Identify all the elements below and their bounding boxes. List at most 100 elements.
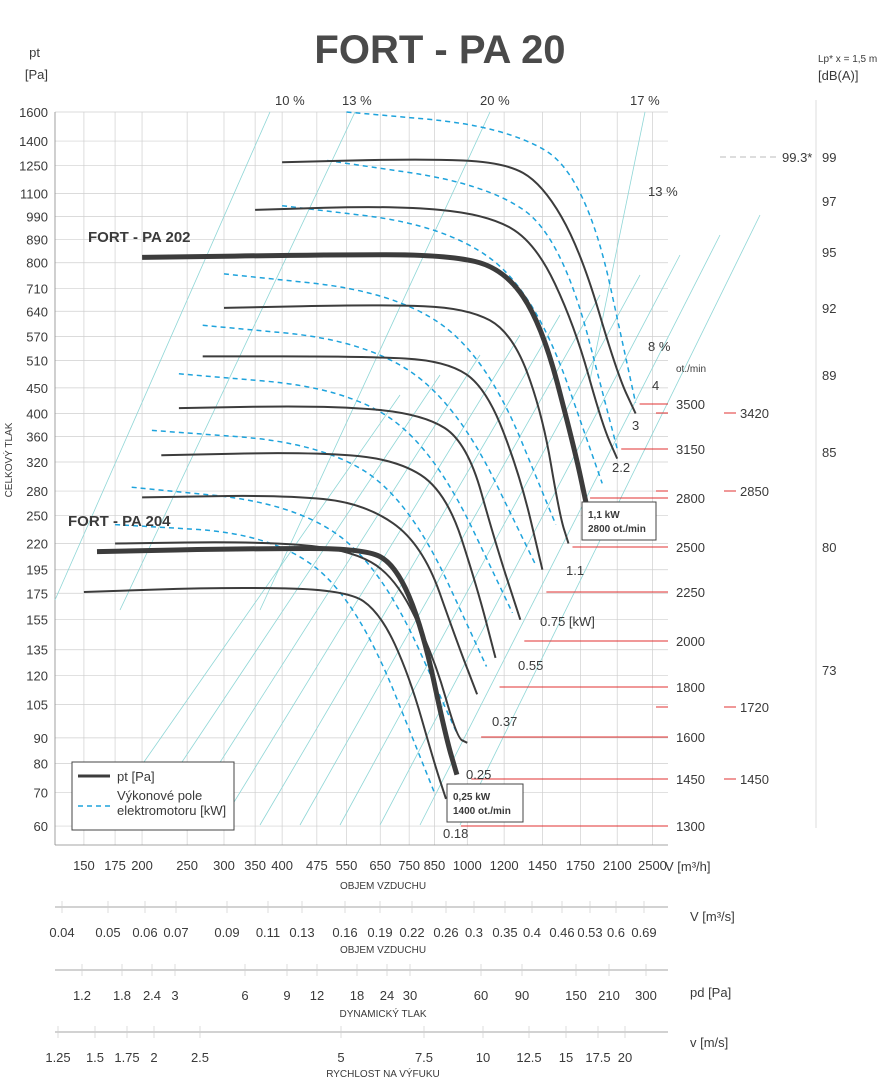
pressure-curve-1400 [96,545,460,776]
vms-tick-label: 0.46 [549,925,574,940]
power-curve-0.55 [178,373,514,614]
x-tick-label: 1200 [490,858,519,873]
legend-power-line: Výkonové pole [117,788,202,803]
vms-tick-label: 0.3 [465,925,483,940]
y-tick-label: 195 [26,563,48,578]
db-unit-label-2: [dB(A)] [818,68,858,83]
y-tick-label: 570 [26,329,48,344]
extra-speed-label: 1720 [740,700,769,715]
vms-tick-label: 0.69 [631,925,656,940]
y-tick-label: 450 [26,381,48,396]
y-tick-label: 400 [26,406,48,421]
db-value: 97 [822,194,836,209]
x-tick-label: 750 [398,858,420,873]
pressure-curve-1300 [83,587,447,800]
y-tick-label: 120 [26,668,48,683]
x-tick-label: 400 [271,858,293,873]
speed-unit-label: ot./min [676,364,706,375]
pressure-curve-1600 [142,494,479,695]
efficiency-line [589,111,646,381]
pressure-curves [83,158,637,800]
legend-power-label: Výkonové pole elektromotoru [kW] [117,788,226,818]
pd-tick-label: 3 [171,988,178,1003]
y-tick-label: 105 [26,697,48,712]
v-tick-label: 5 [337,1050,344,1065]
y-tick-label: 80 [34,757,48,772]
power-label: 0.25 [466,767,491,782]
efficiency-line [119,111,356,611]
x-tick-label: 1000 [453,858,482,873]
speed-label: 3500 [676,397,705,412]
v-title: RYCHLOST NA VÝFUKU [326,1067,440,1080]
v-unit: v [m/s] [690,1035,728,1050]
series-label-pa204: FORT - PA 204 [68,513,171,530]
v-tick-label: 7.5 [415,1050,433,1065]
y-tick-label: 1600 [19,105,48,120]
v-tick-label: 20 [618,1050,632,1065]
x-axis-title: OBJEM VZDUCHU [340,881,426,892]
efficiency-line [339,274,641,826]
y-tick-label: 175 [26,586,48,601]
extra-speed-label: 2850 [740,484,769,499]
power-label: 3 [632,418,639,433]
vms-tick-label: 0.6 [607,925,625,940]
y-tick-label: 710 [26,282,48,297]
y-tick-label: 510 [26,354,48,369]
extra-speed-label: 3420 [740,406,769,421]
v-tick-label: 1.25 [45,1050,70,1065]
grid-layer [54,100,817,1038]
v-tick-label: 17.5 [585,1050,610,1065]
power-curve-0.18 [115,523,436,793]
x-tick-label: 650 [369,858,391,873]
vms-tick-label: 0.22 [399,925,424,940]
efficiency-line [54,111,271,601]
vms-tick-label: 0.11 [256,925,280,940]
callout-1-rpm: 2800 ot./min [588,524,646,535]
db-value: 92 [822,301,836,316]
pd-tick-label: 18 [350,988,364,1003]
x-tick-label: 150 [73,858,95,873]
power-label: 0.75 [kW] [540,614,595,629]
v-tick-label: 1.75 [114,1050,139,1065]
v-tick-label: 12.5 [516,1050,541,1065]
v-tick-label: 2 [150,1050,157,1065]
pd-tick-label: 30 [403,988,417,1003]
y-tick-label: 1250 [19,159,48,174]
v-tick-label: 15 [559,1050,573,1065]
x-tick-label: 200 [131,858,153,873]
y-tick-label: 90 [34,731,48,746]
pd-tick-label: 6 [241,988,248,1003]
power-field-curves [115,111,637,793]
vms-tick-label: 0.13 [289,925,314,940]
x-tick-label: 250 [176,858,198,873]
y-tick-label: 320 [26,455,48,470]
efficiency-lines [54,111,761,826]
pd-unit: pd [Pa] [690,985,731,1000]
series-label-pa202: FORT - PA 202 [88,229,191,246]
pressure-curve-3500 [282,158,637,414]
vms-unit: V [m³/s] [690,909,735,924]
pd-tick-label: 24 [380,988,394,1003]
callout-2-rpm: 1400 ot./min [453,806,511,817]
pressure-curve-3150 [255,206,619,460]
power-curve-4 [346,111,637,404]
power-label: 1.1 [566,563,584,578]
db-note: 99.3* [782,150,812,165]
efficiency-line [139,374,441,826]
power-label: 0.18 [443,826,468,841]
pd-tick-label: 1.8 [113,988,131,1003]
vms-tick-label: 0.05 [95,925,120,940]
power-curve-0.75 [202,324,536,565]
v-tick-label: 1.5 [86,1050,104,1065]
db-value: 95 [822,245,836,260]
efficiency-label: 13 % [342,93,372,108]
pressure-curve-2500 [223,304,570,544]
efficiency-line [99,394,401,826]
efficiency-line [379,254,681,826]
x-tick-label: 175 [104,858,126,873]
efficiency-line [259,111,491,611]
y-tick-label: 70 [34,786,48,801]
chart-title: FORT - PA 20 [314,28,565,72]
pd-tick-label: 300 [635,988,657,1003]
